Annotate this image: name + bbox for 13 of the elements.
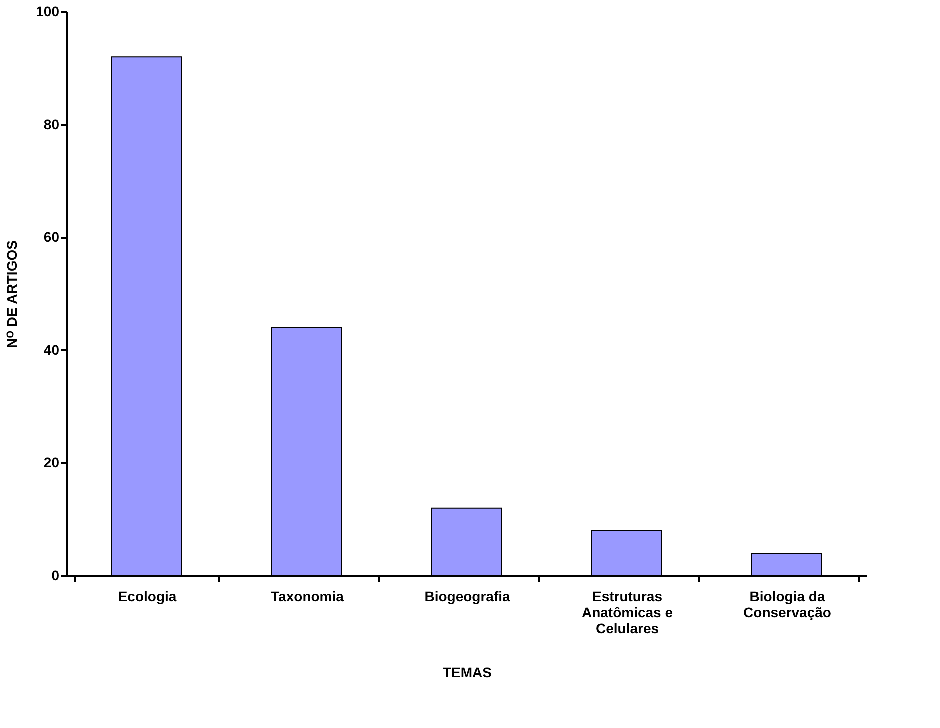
x-tick-label: Ecologia: [118, 588, 177, 604]
x-tick-label: Taxonomia: [271, 588, 344, 604]
y-axis-title: Nᴼ DE ARTIGOS: [4, 240, 20, 348]
x-axis-title: TEMAS: [443, 664, 492, 680]
y-tick-label: 0: [52, 568, 60, 584]
x-tick-label: Biologia da Conservação: [744, 588, 832, 620]
x-tick-label: Estruturas Anatômicas e Celulares: [582, 588, 674, 636]
y-tick-label: 20: [44, 454, 60, 471]
y-tick-label: 60: [44, 229, 60, 246]
y-tick-label: 80: [44, 116, 60, 132]
y-tick-label: 100: [36, 4, 60, 20]
x-tick-label: Biogeografia: [424, 588, 510, 604]
y-tick-label: 40: [44, 342, 60, 358]
